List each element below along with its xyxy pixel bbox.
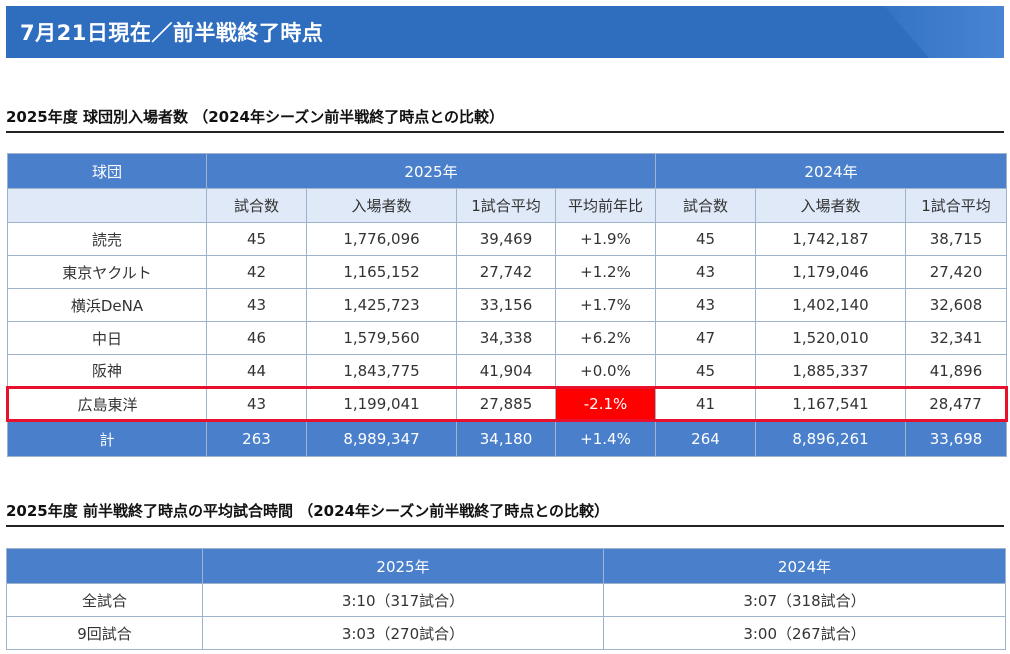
games-2024: 45 [655, 354, 756, 388]
banner-stripe-decoration [884, 6, 1004, 58]
game-type-label: 全試合 [6, 583, 203, 617]
subheader-average-2024: 1試合平均 [905, 188, 1007, 223]
team-name: 阪神 [7, 354, 207, 388]
games-2025: 42 [206, 255, 307, 289]
year-2025-header: 2025年 [206, 153, 656, 189]
attendance-2025: 1,165,152 [306, 255, 457, 289]
highlighted-table-row: 広島東洋 43 1,199,041 27,885 -2.1% 41 1,167,… [6, 386, 1008, 422]
total-games-2024: 264 [655, 420, 756, 457]
team-name: 東京ヤクルト [7, 255, 207, 289]
average-2025: 33,156 [456, 288, 556, 322]
games-2025: 43 [206, 386, 307, 422]
average-2025: 27,742 [456, 255, 556, 289]
game-time-2024: 3:07（318試合） [603, 583, 1006, 617]
table-row: 阪神 44 1,843,775 41,904 +0.0% 45 1,885,33… [7, 354, 1007, 388]
average-2025: 34,338 [456, 321, 556, 355]
attendance-2025: 1,843,775 [306, 354, 457, 388]
attendance-header-row: 球団 2025年 2024年 [7, 153, 1007, 189]
team-name: 中日 [7, 321, 207, 355]
yoy-change: +0.0% [555, 354, 656, 388]
attendance-2024: 1,520,010 [755, 321, 906, 355]
game-time-section-title: 2025年度 前半戦終了時点の平均試合時間 （2024年シーズン前半戦終了時点と… [6, 500, 1004, 527]
subheader-yoy: 平均前年比 [555, 188, 656, 223]
games-2024: 45 [655, 222, 756, 256]
game-time-2025-header: 2025年 [202, 548, 604, 584]
yoy-change-negative: -2.1% [555, 386, 656, 422]
attendance-2025: 1,425,723 [306, 288, 457, 322]
year-2024-header: 2024年 [655, 153, 1007, 189]
average-2024: 41,896 [905, 354, 1007, 388]
attendance-2025: 1,579,560 [306, 321, 457, 355]
attendance-2024: 1,167,541 [755, 386, 906, 422]
subheader-attendance-2024: 入場者数 [755, 188, 906, 223]
team-header: 球団 [7, 153, 207, 189]
yoy-change: +1.9% [555, 222, 656, 256]
game-time-header-row: 2025年 2024年 [6, 548, 1006, 584]
games-2025: 46 [206, 321, 307, 355]
attendance-2025: 1,776,096 [306, 222, 457, 256]
game-time-2024: 3:00（267試合） [603, 616, 1006, 650]
subheader-games-2024: 試合数 [655, 188, 756, 223]
total-row: 計 263 8,989,347 34,180 +1.4% 264 8,896,2… [7, 420, 1007, 457]
subheader-average-2025: 1試合平均 [456, 188, 556, 223]
games-2025: 45 [206, 222, 307, 256]
games-2024: 43 [655, 255, 756, 289]
average-2024: 27,420 [905, 255, 1007, 289]
total-attendance-2025: 8,989,347 [306, 420, 457, 457]
average-2024: 28,477 [905, 386, 1008, 422]
attendance-section-title: 2025年度 球団別入場者数 （2024年シーズン前半戦終了時点との比較） [6, 106, 1004, 133]
table-row: 中日 46 1,579,560 34,338 +6.2% 47 1,520,01… [7, 321, 1007, 355]
attendance-2024: 1,885,337 [755, 354, 906, 388]
team-name: 読売 [7, 222, 207, 256]
game-type-label: 9回試合 [6, 616, 203, 650]
game-time-2024-header: 2024年 [603, 548, 1006, 584]
average-2025: 27,885 [456, 386, 556, 422]
attendance-2024: 1,742,187 [755, 222, 906, 256]
subheader-empty [7, 188, 207, 223]
yoy-change: +1.2% [555, 255, 656, 289]
games-2024: 41 [655, 386, 756, 422]
team-name: 横浜DeNA [7, 288, 207, 322]
average-2024: 38,715 [905, 222, 1007, 256]
attendance-subheader-row: 試合数 入場者数 1試合平均 平均前年比 試合数 入場者数 1試合平均 [7, 188, 1007, 223]
attendance-2024: 1,179,046 [755, 255, 906, 289]
total-yoy-change: +1.4% [555, 420, 656, 457]
average-2025: 41,904 [456, 354, 556, 388]
yoy-change: +6.2% [555, 321, 656, 355]
total-label: 計 [7, 420, 207, 457]
average-2025: 39,469 [456, 222, 556, 256]
total-average-2025: 34,180 [456, 420, 556, 457]
attendance-table: 球団 2025年 2024年 試合数 入場者数 1試合平均 平均前年比 試合数 … [6, 153, 1008, 457]
table-row: 横浜DeNA 43 1,425,723 33,156 +1.7% 43 1,40… [7, 288, 1007, 322]
subheader-attendance-2025: 入場者数 [306, 188, 457, 223]
page-title: 7月21日現在／前半戦終了時点 [20, 21, 324, 45]
games-2025: 43 [206, 288, 307, 322]
total-average-2024: 33,698 [905, 420, 1007, 457]
total-attendance-2024: 8,896,261 [755, 420, 906, 457]
page-banner: 7月21日現在／前半戦終了時点 [6, 6, 1004, 58]
average-2024: 32,608 [905, 288, 1007, 322]
attendance-2025: 1,199,041 [306, 386, 457, 422]
table-row: 東京ヤクルト 42 1,165,152 27,742 +1.2% 43 1,17… [7, 255, 1007, 289]
games-2025: 44 [206, 354, 307, 388]
game-time-2025: 3:10（317試合） [202, 583, 604, 617]
table-row: 全試合 3:10（317試合） 3:07（318試合） [6, 583, 1006, 617]
games-2024: 47 [655, 321, 756, 355]
game-time-header-empty [6, 548, 203, 584]
attendance-2024: 1,402,140 [755, 288, 906, 322]
team-name: 広島東洋 [6, 386, 207, 422]
average-2024: 32,341 [905, 321, 1007, 355]
subheader-games-2025: 試合数 [206, 188, 307, 223]
game-time-2025: 3:03（270試合） [202, 616, 604, 650]
table-row: 9回試合 3:03（270試合） 3:00（267試合） [6, 616, 1006, 650]
games-2024: 43 [655, 288, 756, 322]
total-games-2025: 263 [206, 420, 307, 457]
table-row: 読売 45 1,776,096 39,469 +1.9% 45 1,742,18… [7, 222, 1007, 256]
game-time-table: 2025年 2024年 全試合 3:10（317試合） 3:07（318試合） … [6, 548, 1006, 650]
yoy-change: +1.7% [555, 288, 656, 322]
